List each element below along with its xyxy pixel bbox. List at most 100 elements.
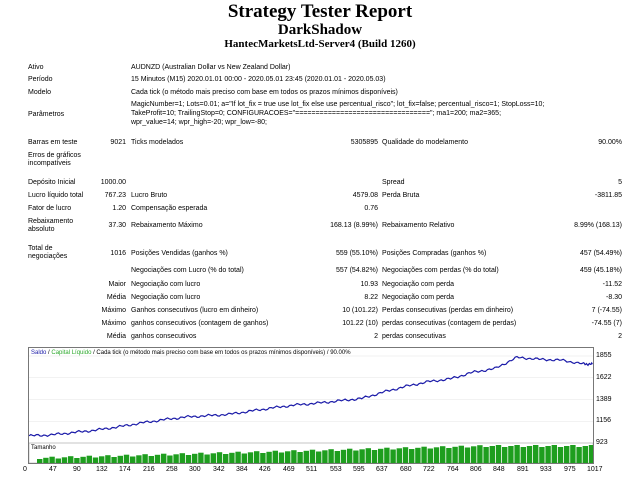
size-bar bbox=[452, 446, 458, 463]
pos-vend-label: Posições Vendidas (ganhos %) bbox=[131, 250, 228, 257]
media-lucro-value: 8.22 bbox=[364, 294, 378, 301]
media-lucro-label: Negociação com lucro bbox=[131, 294, 201, 301]
legend-quality: 90.00% bbox=[330, 350, 351, 356]
x-tick-label: 300 bbox=[189, 466, 201, 473]
reb-abs-label-1: Rebaixamento bbox=[28, 218, 74, 225]
size-bar bbox=[68, 456, 74, 463]
x-tick-label: 258 bbox=[166, 466, 178, 473]
total-neg-label-2: negociações bbox=[28, 253, 68, 260]
size-bar bbox=[55, 458, 61, 463]
size-label: Tamanho bbox=[31, 445, 56, 451]
size-bar bbox=[154, 454, 161, 463]
size-bar bbox=[99, 456, 105, 463]
x-tick-label: 511 bbox=[306, 466, 318, 473]
size-bar bbox=[334, 451, 340, 463]
size-bar bbox=[303, 450, 309, 463]
size-bar bbox=[185, 455, 192, 463]
size-bar bbox=[216, 452, 223, 463]
size-bar bbox=[588, 445, 593, 463]
modelo-label: Modelo bbox=[28, 89, 51, 96]
media-label: Média bbox=[106, 294, 126, 301]
size-bar bbox=[49, 456, 55, 463]
size-bar bbox=[464, 447, 471, 463]
y-tick-label: 923 bbox=[596, 439, 608, 446]
legend-sep-1: / bbox=[46, 350, 52, 356]
spread-value: 5 bbox=[618, 179, 622, 186]
pos-comp-label: Posições Compradas (ganhos %) bbox=[382, 250, 487, 257]
size-bar bbox=[526, 446, 533, 463]
x-tick-label: 0 bbox=[23, 466, 27, 473]
size-bar bbox=[545, 446, 551, 463]
x-tick-label: 975 bbox=[564, 466, 576, 473]
x-tick-label: 132 bbox=[96, 466, 108, 473]
size-bar bbox=[564, 446, 570, 463]
reb-max-label: Rebaixamento Máximo bbox=[131, 222, 203, 229]
x-tick-label: 891 bbox=[517, 466, 529, 473]
pos-comp-value: 457 (54.49%) bbox=[579, 250, 622, 257]
perda-bruta-label: Perda Bruta bbox=[382, 192, 420, 199]
x-tick-label: 1017 bbox=[587, 466, 603, 473]
neg-perdas-label: Negociações com perdas (% do total) bbox=[382, 267, 499, 274]
size-bar bbox=[378, 448, 384, 463]
size-bar bbox=[427, 448, 433, 463]
erros-label-2: incompatíveis bbox=[28, 160, 71, 167]
maior-label: Maior bbox=[108, 281, 126, 288]
erros-label-1: Erros de gráficos bbox=[28, 152, 81, 159]
y-tick-label: 1389 bbox=[596, 396, 612, 403]
size-bar bbox=[86, 455, 92, 463]
size-bar bbox=[570, 445, 576, 463]
x-tick-label: 384 bbox=[236, 466, 248, 473]
size-bar bbox=[533, 445, 539, 463]
ganhos-cons-label: Ganhos consecutivos (lucro em dinheiro) bbox=[131, 307, 259, 314]
qualidade-value: 90.00% bbox=[598, 139, 622, 146]
balance-chart-svg bbox=[29, 355, 593, 463]
size-bar bbox=[260, 453, 266, 463]
fator-value: 1.20 bbox=[112, 205, 126, 212]
size-bar bbox=[43, 457, 49, 463]
size-bar bbox=[347, 448, 353, 463]
lucro-liquido-label: Lucro líquido total bbox=[28, 192, 84, 199]
x-tick-label: 90 bbox=[73, 466, 81, 473]
ganhos-cont-value: 101.22 (10) bbox=[342, 320, 378, 327]
x-tick-label: 722 bbox=[423, 466, 435, 473]
size-bar bbox=[123, 454, 130, 463]
ticks-value: 5305895 bbox=[350, 139, 378, 146]
maior-perda-label: Negociação com perda bbox=[382, 281, 454, 288]
media-perda-value: -8.30 bbox=[606, 294, 622, 301]
size-bar bbox=[576, 447, 582, 463]
maior-lucro-label: Negociação com lucro bbox=[131, 281, 201, 288]
perdas-cons-label: Perdas consecutivas (perdas em dinheiro) bbox=[382, 307, 514, 314]
x-tick-label: 426 bbox=[259, 466, 271, 473]
size-bar bbox=[520, 447, 526, 463]
deposito-label: Depósito Inicial bbox=[28, 179, 76, 186]
size-bar bbox=[495, 445, 502, 463]
size-bar bbox=[167, 455, 173, 463]
neg-lucro-label: Negociações com Lucro (% do total) bbox=[131, 267, 244, 274]
size-bar bbox=[173, 454, 179, 463]
legend-capital: Capital Líquido bbox=[51, 350, 92, 356]
perdas-cont-value: -74.55 (7) bbox=[591, 320, 622, 327]
chart-legend: Saldo / Capital Líquido / Cada tick (o m… bbox=[31, 349, 351, 357]
size-bar bbox=[551, 445, 557, 463]
total-neg-value: 1016 bbox=[110, 250, 126, 257]
size-bar bbox=[582, 446, 588, 463]
neg-lucro-value: 557 (54.82%) bbox=[335, 267, 378, 274]
size-bar bbox=[278, 452, 285, 463]
size-bar bbox=[105, 455, 111, 463]
media-perdas-label: perdas consecutivas bbox=[382, 333, 446, 340]
expert-name: DarkShadow bbox=[277, 22, 363, 38]
size-bar bbox=[396, 448, 402, 463]
size-bar bbox=[80, 456, 86, 463]
total-neg-label-1: Total de bbox=[28, 245, 53, 252]
size-bar bbox=[148, 456, 154, 463]
size-bar bbox=[247, 452, 254, 463]
size-bar bbox=[433, 447, 440, 463]
periodo-value: 15 Minutos (M15) 2020.01.01 00:00 - 2020… bbox=[131, 76, 386, 83]
x-tick-label: 342 bbox=[213, 466, 225, 473]
size-bar bbox=[440, 446, 446, 463]
server-name: HantecMarketsLtd-Server4 (Build 1260) bbox=[224, 38, 416, 50]
size-bar bbox=[322, 450, 328, 463]
compensacao-label: Compensação esperada bbox=[131, 205, 208, 212]
reb-abs-label-2: absoluto bbox=[28, 226, 55, 233]
ticks-label: Ticks modelados bbox=[131, 139, 184, 146]
